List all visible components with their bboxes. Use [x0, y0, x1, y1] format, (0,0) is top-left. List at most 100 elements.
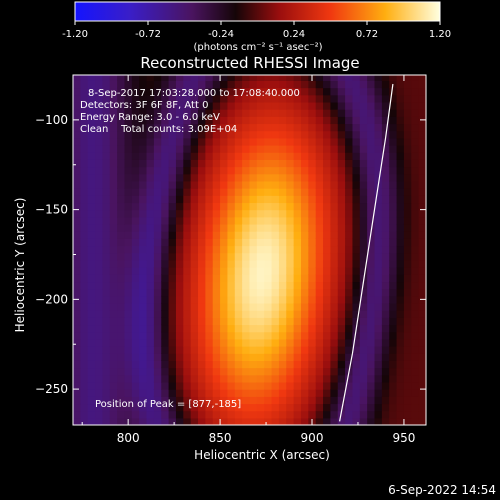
heatmap-pixel: [396, 374, 405, 383]
heatmap-pixel: [190, 101, 199, 110]
heatmap-pixel: [315, 94, 324, 103]
heatmap-pixel: [293, 101, 302, 110]
heatmap-pixel: [168, 173, 177, 182]
heatmap-pixel: [381, 274, 390, 283]
heatmap-pixel: [242, 360, 251, 369]
heatmap-pixel: [345, 223, 354, 232]
heatmap-pixel: [87, 159, 96, 168]
heatmap-pixel: [249, 374, 258, 383]
heatmap-pixel: [337, 259, 346, 268]
heatmap-pixel: [315, 259, 324, 268]
heatmap-pixel: [418, 180, 426, 189]
heatmap-pixel: [381, 223, 390, 232]
heatmap-pixel: [198, 116, 206, 125]
heatmap-pixel: [396, 324, 405, 333]
heatmap-pixel: [278, 281, 287, 290]
heatmap-pixel: [315, 116, 324, 125]
heatmap-pixel: [242, 152, 251, 160]
heatmap-pixel: [367, 417, 376, 425]
heatmap-pixel: [411, 310, 420, 318]
heatmap-pixel: [352, 367, 361, 376]
heatmap-pixel: [212, 288, 221, 297]
heatmap-pixel: [374, 223, 383, 232]
heatmap-pixel: [234, 159, 243, 168]
heatmap-pixel: [411, 353, 420, 361]
heatmap-pixel: [374, 195, 383, 204]
heatmap-pixel: [330, 209, 339, 218]
heatmap-pixel: [315, 75, 324, 81]
heatmap-pixel: [330, 346, 339, 354]
heatmap-pixel: [308, 180, 317, 189]
heatmap-pixel: [352, 288, 361, 297]
heatmap-pixel: [190, 173, 199, 182]
heatmap-pixel: [161, 195, 170, 204]
heatmap-pixel: [411, 130, 420, 139]
heatmap-pixel: [102, 152, 111, 160]
heatmap-pixel: [418, 324, 426, 333]
heatmap-pixel: [242, 331, 251, 340]
heatmap-pixel: [308, 331, 317, 340]
heatmap-pixel: [153, 173, 162, 182]
heatmap-pixel: [117, 281, 126, 290]
heatmap-pixel: [80, 374, 89, 383]
heatmap-pixel: [242, 101, 251, 110]
heatmap-pixel: [80, 123, 89, 132]
heatmap-pixel: [161, 317, 170, 326]
heatmap-pixel: [352, 374, 361, 383]
heatmap-pixel: [249, 281, 258, 290]
heatmap-pixel: [175, 374, 184, 383]
heatmap-pixel: [95, 396, 104, 405]
heatmap-pixel: [389, 381, 398, 390]
heatmap-pixel: [117, 130, 126, 139]
heatmap-pixel: [315, 223, 324, 232]
heatmap-pixel: [124, 317, 133, 326]
heatmap-pixel: [403, 259, 412, 268]
heatmap-pixel: [242, 231, 251, 239]
heatmap-pixel: [190, 267, 199, 275]
heatmap-pixel: [308, 274, 317, 283]
heatmap-pixel: [389, 259, 398, 268]
heatmap-pixel: [256, 130, 265, 139]
heatmap-pixel: [396, 274, 405, 283]
heatmap-pixel: [139, 87, 148, 96]
heatmap-pixel: [367, 123, 376, 132]
heatmap-pixel: [418, 346, 426, 354]
heatmap-pixel: [234, 338, 243, 347]
heatmap-pixel: [323, 94, 331, 103]
heatmap-pixel: [198, 109, 206, 117]
heatmap-pixel: [315, 159, 324, 168]
heatmap-pixel: [256, 109, 265, 117]
heatmap-pixel: [367, 238, 376, 247]
heatmap-pixel: [212, 324, 221, 333]
heatmap-pixel: [278, 75, 287, 81]
heatmap-pixel: [300, 245, 309, 254]
heatmap-pixel: [95, 245, 104, 254]
heatmap-pixel: [352, 353, 361, 361]
heatmap-pixel: [249, 231, 258, 239]
heatmap-pixel: [381, 417, 390, 425]
heatmap-pixel: [293, 231, 302, 239]
heatmap-pixel: [411, 252, 420, 261]
heatmap-pixel: [227, 180, 236, 189]
heatmap-pixel: [389, 116, 398, 125]
heatmap-pixel: [389, 403, 398, 412]
heatmap-pixel: [323, 410, 331, 419]
heatmap-pixel: [330, 238, 339, 247]
heatmap-pixel: [205, 166, 214, 175]
heatmap-pixel: [161, 252, 170, 261]
heatmap-pixel: [264, 267, 273, 275]
heatmap-pixel: [271, 116, 280, 125]
heatmap-pixel: [190, 417, 199, 425]
heatmap-pixel: [161, 116, 170, 125]
heatmap-pixel: [227, 353, 236, 361]
heatmap-pixel: [352, 238, 361, 247]
heatmap-pixel: [286, 274, 295, 283]
heatmap-pixel: [87, 381, 96, 390]
heatmap-pixel: [278, 116, 287, 125]
heatmap-pixel: [293, 159, 302, 168]
heatmap-pixel: [337, 281, 346, 290]
heatmap-pixel: [175, 259, 184, 268]
heatmap-pixel: [87, 310, 96, 318]
heatmap-pixel: [205, 137, 214, 146]
heatmap-pixel: [198, 195, 206, 204]
